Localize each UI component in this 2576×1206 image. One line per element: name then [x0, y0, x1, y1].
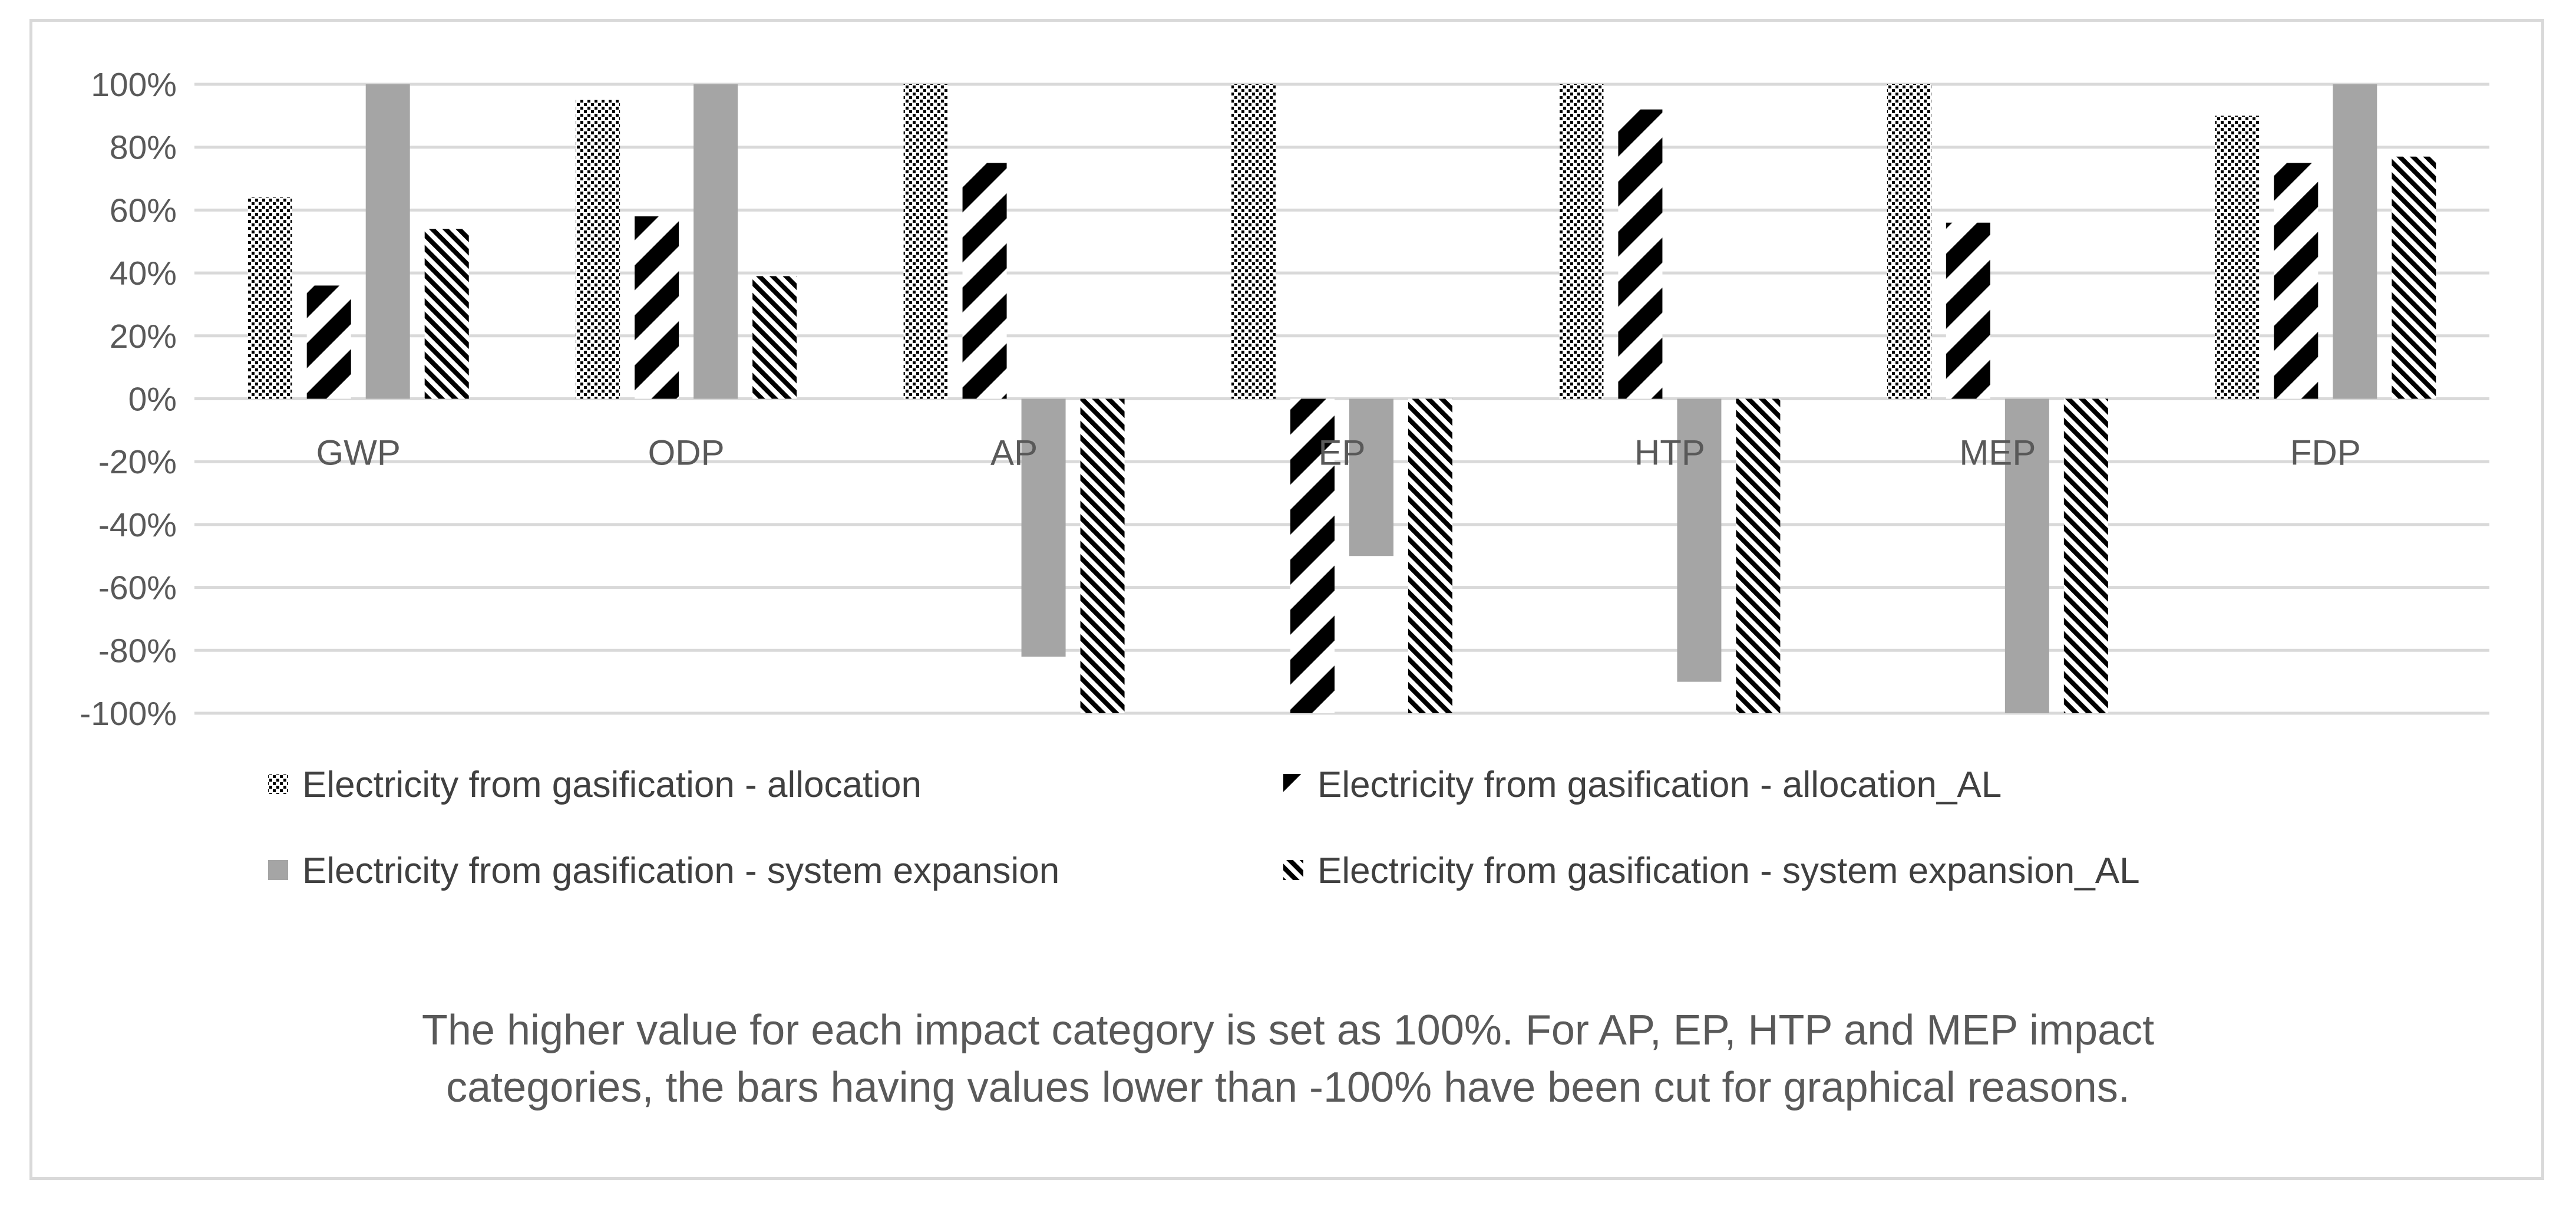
bar	[306, 285, 351, 399]
bar	[962, 163, 1007, 399]
bar	[2274, 163, 2319, 399]
legend-label: Electricity from gasification - allocati…	[302, 765, 922, 805]
y-tick-label: 100%	[91, 66, 177, 104]
y-tick-label: -60%	[98, 569, 177, 607]
y-tick-label: 80%	[110, 129, 177, 167]
x-tick-label: EP	[1318, 433, 1365, 473]
bar	[2215, 116, 2260, 399]
legend-swatch	[268, 860, 288, 880]
chart-frame	[29, 19, 2544, 1180]
bar	[1021, 398, 1066, 657]
y-tick-label: -20%	[98, 443, 177, 481]
y-tick-label: 0%	[128, 381, 177, 419]
bar	[1887, 84, 1931, 399]
caption-line-2: categories, the bars having values lower…	[446, 1064, 2130, 1111]
bar	[1736, 398, 1781, 713]
x-axis-ticks: GWP ODP AP EP HTP MEP FDP	[316, 433, 2361, 473]
bar	[2392, 156, 2436, 399]
bar	[693, 84, 738, 399]
legend-swatch	[1283, 860, 1303, 880]
bar	[1349, 398, 1393, 556]
bar	[1559, 84, 1604, 399]
bar	[2004, 398, 2049, 713]
bar	[1618, 109, 1663, 399]
x-tick-label: HTP	[1634, 433, 1705, 473]
bar	[424, 229, 469, 399]
x-tick-label: GWP	[316, 433, 401, 473]
y-tick-label: -100%	[80, 695, 177, 733]
gridlines	[194, 83, 2489, 715]
x-tick-label: FDP	[2290, 433, 2361, 473]
bar	[635, 216, 679, 399]
y-axis-ticks: 100% 80% 60% 40% 20% 0% -20% -40% -60% -80% -100%	[80, 66, 177, 733]
bar	[1677, 398, 1722, 682]
bar	[1231, 84, 1276, 399]
bars	[247, 84, 2436, 713]
legend-label: Electricity from gasification - allocati…	[1317, 765, 2002, 805]
bar	[903, 84, 948, 399]
legend-label: Electricity from gasification - system e…	[302, 851, 1059, 891]
y-tick-label: 40%	[110, 255, 177, 292]
x-tick-label: MEP	[1959, 433, 2036, 473]
bar	[2333, 84, 2377, 399]
y-tick-label: 60%	[110, 192, 177, 229]
bar	[1946, 222, 1990, 399]
x-tick-label: ODP	[648, 433, 725, 473]
bar	[247, 197, 292, 399]
y-tick-label: 20%	[110, 318, 177, 355]
bar	[1080, 398, 1125, 713]
chart-caption: The higher value for each impact categor…	[0, 1002, 2576, 1116]
bar	[752, 276, 797, 399]
bar	[365, 84, 410, 399]
caption-line-1: The higher value for each impact categor…	[421, 1007, 2155, 1054]
legend-swatch	[1283, 774, 1303, 794]
y-tick-label: -40%	[98, 506, 177, 544]
bar	[1408, 398, 1452, 713]
legend-label: Electricity from gasification - system e…	[1317, 851, 2140, 891]
legend: Electricity from gasification - allocati…	[268, 765, 2140, 891]
legend-swatch	[268, 774, 288, 794]
bar	[576, 100, 620, 399]
y-tick-label: -80%	[98, 632, 177, 670]
bar	[2063, 398, 2108, 713]
bar	[1290, 398, 1335, 713]
x-tick-label: AP	[990, 433, 1038, 473]
